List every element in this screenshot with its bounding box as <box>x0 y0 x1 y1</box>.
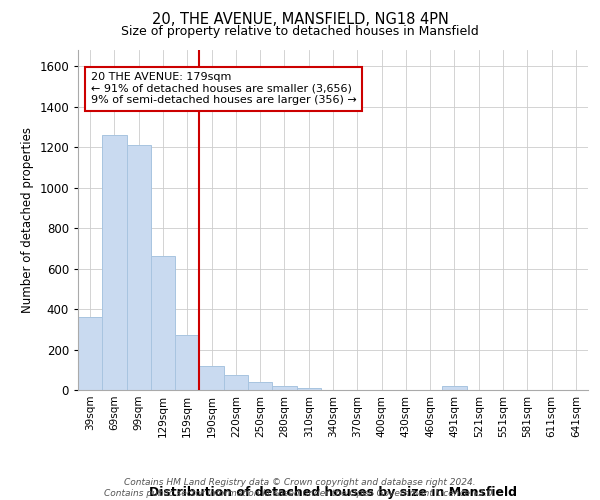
Bar <box>442 386 467 390</box>
Y-axis label: Number of detached properties: Number of detached properties <box>20 127 34 313</box>
Bar <box>224 375 248 390</box>
Bar <box>199 366 224 390</box>
Text: Size of property relative to detached houses in Mansfield: Size of property relative to detached ho… <box>121 25 479 38</box>
Text: 20, THE AVENUE, MANSFIELD, NG18 4PN: 20, THE AVENUE, MANSFIELD, NG18 4PN <box>152 12 448 28</box>
Bar <box>296 388 321 390</box>
Text: 20 THE AVENUE: 179sqm
← 91% of detached houses are smaller (3,656)
9% of semi-de: 20 THE AVENUE: 179sqm ← 91% of detached … <box>91 72 356 106</box>
Bar <box>102 135 127 390</box>
Bar <box>127 145 151 390</box>
Bar <box>248 382 272 390</box>
Bar <box>78 317 102 390</box>
Bar <box>151 256 175 390</box>
X-axis label: Distribution of detached houses by size in Mansfield: Distribution of detached houses by size … <box>149 486 517 498</box>
Text: Contains HM Land Registry data © Crown copyright and database right 2024.
Contai: Contains HM Land Registry data © Crown c… <box>104 478 496 498</box>
Bar <box>175 336 199 390</box>
Bar <box>272 386 296 390</box>
